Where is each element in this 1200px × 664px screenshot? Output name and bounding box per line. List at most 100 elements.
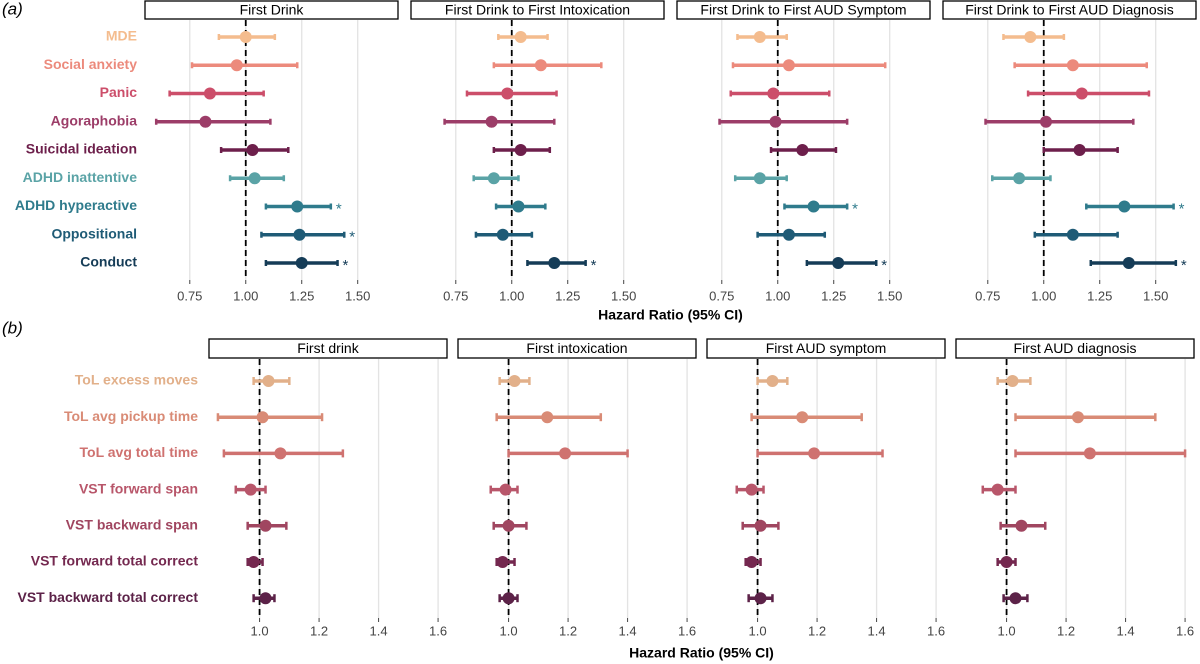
estimate-point <box>485 115 498 128</box>
panel-title: First AUD symptom <box>766 340 887 356</box>
panel-title-box <box>676 0 931 20</box>
estimate-point <box>541 411 554 424</box>
estimate-point <box>767 87 780 100</box>
panel-title: First AUD diagnosis <box>1014 340 1137 356</box>
x-tick-label: 1.6 <box>1176 623 1194 638</box>
estimate-point <box>766 375 779 387</box>
x-tick-label: 1.50 <box>877 288 902 303</box>
panel-title-box <box>457 338 697 359</box>
estimate-point <box>246 144 259 156</box>
category-label: VST forward total correct <box>31 553 199 569</box>
estimate-point <box>1071 411 1084 424</box>
estimate-point <box>502 592 515 605</box>
estimate-point <box>239 31 252 43</box>
estimate-point <box>256 411 269 424</box>
estimate-point <box>1083 447 1096 460</box>
category-label: Suicidal ideation <box>26 141 137 157</box>
significance-star: * <box>349 229 355 246</box>
x-tick-label: 1.4 <box>868 623 886 638</box>
panel-title: First Drink to First AUD Symptom <box>700 2 906 18</box>
estimate-point <box>1015 519 1028 532</box>
x-axis-label: Hazard Ratio (95% CI) <box>598 307 743 323</box>
estimate-point <box>501 87 514 100</box>
panel-title-box <box>144 0 399 20</box>
x-tick-label: 1.50 <box>345 288 370 303</box>
category-label: ADHD inattentive <box>23 169 138 185</box>
x-tick-label: 1.00 <box>499 288 524 303</box>
estimate-point <box>745 483 758 496</box>
panel-title-box <box>706 338 946 359</box>
x-tick-label: 0.75 <box>975 288 1000 303</box>
estimate-point <box>508 375 521 387</box>
estimate-point <box>1039 115 1052 128</box>
panel-title-box <box>942 0 1197 20</box>
estimate-point <box>248 172 261 185</box>
x-tick-label: 1.25 <box>1087 288 1112 303</box>
significance-star: * <box>336 200 342 217</box>
significance-star: * <box>1179 200 1185 217</box>
x-tick-label: 0.75 <box>443 288 468 303</box>
x-tick-label: 1.00 <box>1031 288 1056 303</box>
category-label: Oppositional <box>51 225 137 241</box>
x-tick-label: 1.4 <box>1117 623 1135 638</box>
panel-title: First Drink <box>240 2 305 18</box>
estimate-point <box>769 115 782 128</box>
significance-star: * <box>881 257 887 274</box>
category-label: Agoraphobia <box>51 112 138 128</box>
x-tick-label: 1.4 <box>619 623 637 638</box>
estimate-point <box>754 519 767 532</box>
estimate-point <box>512 200 525 213</box>
category-label: Conduct <box>80 254 137 270</box>
panel-title-box <box>208 338 448 359</box>
x-tick-label: 1.50 <box>1143 288 1168 303</box>
category-label: VST backward total correct <box>17 589 198 605</box>
estimate-point <box>808 447 821 460</box>
x-tick-label: 1.2 <box>1057 623 1075 638</box>
significance-star: * <box>343 257 349 274</box>
estimate-point <box>1118 200 1131 213</box>
category-label: ADHD hyperactive <box>15 197 137 213</box>
x-tick-label: 1.6 <box>429 623 447 638</box>
estimate-point <box>247 556 260 568</box>
estimate-point <box>1009 592 1022 605</box>
estimate-point <box>203 87 216 100</box>
category-label: Social anxiety <box>44 56 138 72</box>
estimate-point <box>534 59 547 72</box>
x-tick-label: 1.25 <box>289 288 314 303</box>
estimate-point <box>259 519 272 532</box>
estimate-point <box>295 257 308 269</box>
panel-title-box <box>955 338 1195 359</box>
x-tick-label: 1.2 <box>808 623 826 638</box>
estimate-point <box>1122 257 1135 269</box>
category-label: ToL avg pickup time <box>64 408 198 424</box>
estimate-point <box>796 144 809 156</box>
x-tick-label: 1.00 <box>765 288 790 303</box>
x-tick-label: 1.25 <box>821 288 846 303</box>
x-tick-label: 1.2 <box>310 623 328 638</box>
estimate-point <box>1075 87 1088 100</box>
estimate-point <box>487 172 500 185</box>
category-label: VST forward span <box>79 480 198 496</box>
estimate-point <box>262 375 275 387</box>
x-tick-label: 1.0 <box>998 623 1016 638</box>
x-tick-label: 1.6 <box>678 623 696 638</box>
x-tick-label: 0.75 <box>177 288 202 303</box>
x-tick-label: 1.00 <box>233 288 258 303</box>
estimate-point <box>753 172 766 185</box>
panel-title: First intoxication <box>526 340 627 356</box>
x-tick-label: 1.0 <box>500 623 518 638</box>
estimate-point <box>230 59 243 72</box>
estimate-point <box>1066 59 1079 72</box>
x-tick-label: 1.0 <box>749 623 767 638</box>
estimate-point <box>1073 144 1086 156</box>
panel-label: (a) <box>2 0 23 18</box>
estimate-point <box>745 556 758 568</box>
estimate-point <box>559 447 572 460</box>
estimate-point <box>807 200 820 213</box>
estimate-point <box>782 228 795 241</box>
estimate-point <box>274 447 287 460</box>
x-tick-label: 0.75 <box>709 288 734 303</box>
estimate-point <box>502 519 515 532</box>
estimate-point <box>1013 172 1026 185</box>
